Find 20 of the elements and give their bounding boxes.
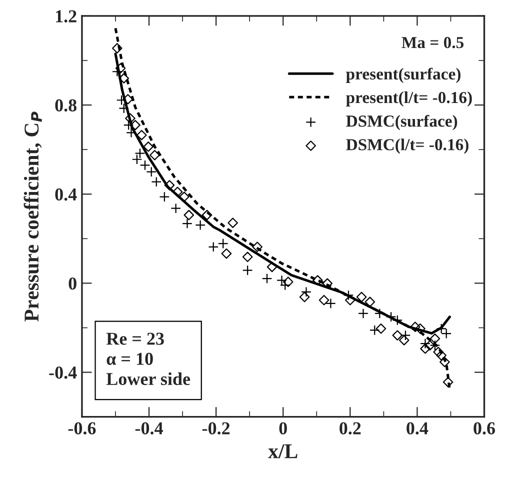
x-tick-label: -0.2 [202,422,230,434]
y-axis-title: Pressure coefficient, C$_{P}$ [24,112,42,322]
annotation: Re = 23 α = 10 Lower side [106,332,190,386]
x-tick-label: -0.4 [135,422,163,434]
legend-label: present(l/t= -0.16) [346,91,472,107]
legend-label: DSMC(surface) [346,114,458,130]
annotation: Ma = 0.5 [402,36,464,48]
x-tick-label: 0.2 [340,422,361,434]
y-tick-label: 0 [68,277,76,290]
legend-label: DSMC(l/t= -0.16) [346,138,468,154]
y-tick-label: 0.4 [55,188,77,201]
x-tick-label: -0.6 [68,422,96,434]
y-tick-label: -0.4 [49,366,77,379]
legend-label: present(surface) [346,68,460,83]
x-tick-label: 0.4 [406,422,428,434]
y-tick-label: 1.2 [56,10,76,22]
x-tick-label: 0.6 [474,422,495,434]
y-tick-label: 0.8 [55,99,77,112]
x-axis-title: x/L [268,444,298,458]
x-tick-label: 0 [279,422,287,434]
